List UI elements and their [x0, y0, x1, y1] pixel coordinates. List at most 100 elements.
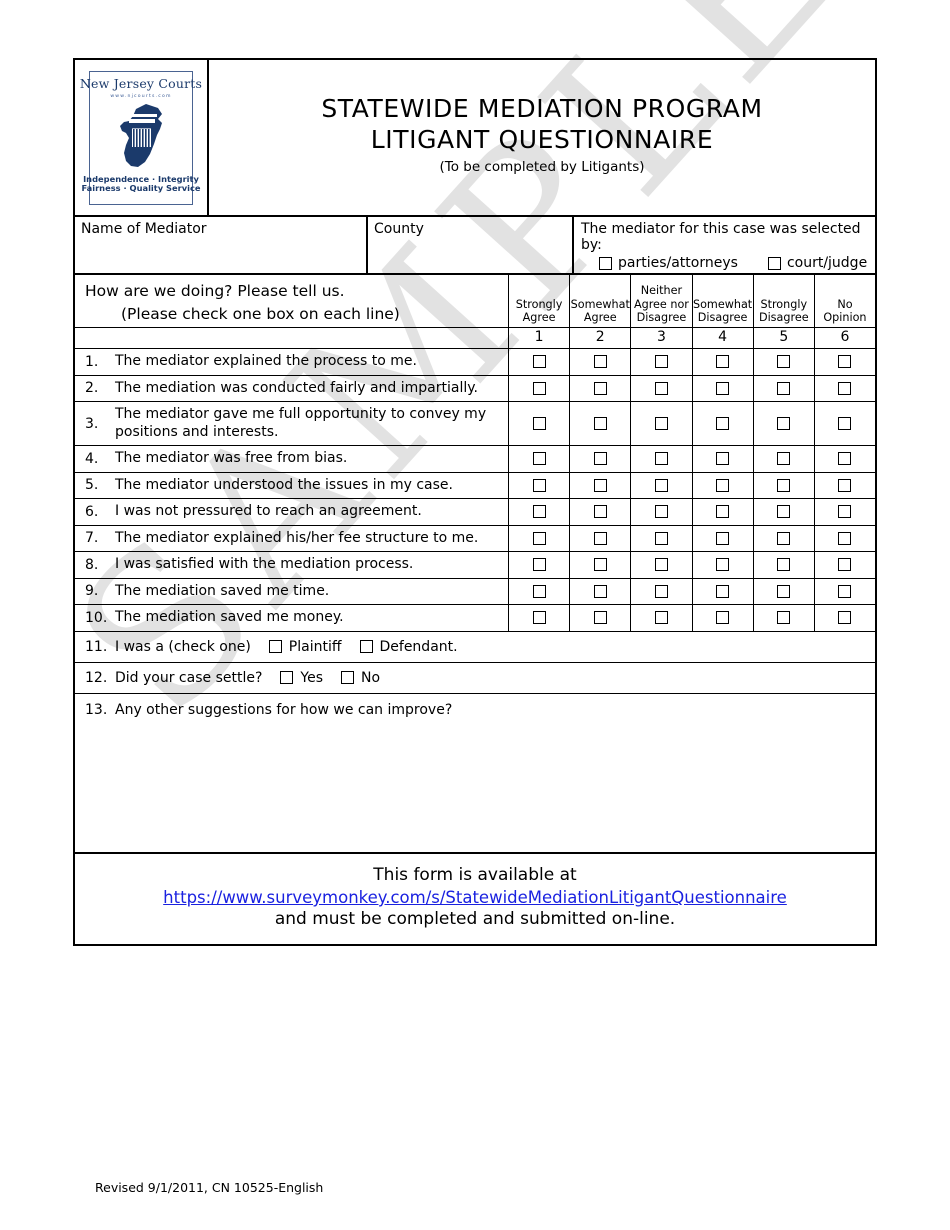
question-checkbox-cell[interactable]: [693, 349, 754, 375]
checkbox-icon[interactable]: [777, 355, 791, 369]
checkbox-icon[interactable]: [716, 381, 730, 395]
question-checkbox-cell[interactable]: [815, 552, 875, 578]
checkbox-icon[interactable]: [359, 640, 373, 653]
question-checkbox-cell[interactable]: [631, 349, 693, 375]
question-11-option-defendant[interactable]: Defendant.: [359, 639, 458, 655]
question-checkbox-cell[interactable]: [693, 552, 754, 578]
question-checkbox-cell[interactable]: [509, 472, 571, 498]
checkbox-icon[interactable]: [593, 478, 607, 492]
checkbox-icon[interactable]: [654, 558, 668, 572]
county-field[interactable]: County: [368, 217, 574, 273]
checkbox-icon[interactable]: [716, 584, 730, 598]
checkbox-icon[interactable]: [593, 417, 607, 430]
checkbox-icon[interactable]: [593, 531, 607, 545]
question-checkbox-cell[interactable]: [570, 552, 632, 578]
question-checkbox-cell[interactable]: [509, 525, 571, 551]
survey-url-link[interactable]: https://www.surveymonkey.com/s/Statewide…: [163, 888, 787, 907]
question-checkbox-cell[interactable]: [570, 375, 632, 401]
question-checkbox-cell[interactable]: [570, 525, 632, 551]
question-checkbox-cell[interactable]: [815, 526, 875, 552]
checkbox-icon[interactable]: [593, 558, 607, 572]
question-checkbox-cell[interactable]: [815, 605, 875, 631]
question-checkbox-cell[interactable]: [754, 552, 815, 578]
question-checkbox-cell[interactable]: [693, 578, 754, 604]
question-checkbox-cell[interactable]: [509, 552, 571, 578]
question-checkbox-cell[interactable]: [754, 349, 815, 375]
question-checkbox-cell[interactable]: [815, 473, 875, 499]
question-12-option-no[interactable]: No: [341, 670, 380, 686]
checkbox-icon[interactable]: [767, 256, 781, 270]
question-checkbox-cell[interactable]: [509, 349, 571, 375]
question-checkbox-cell[interactable]: [815, 349, 875, 375]
question-checkbox-cell[interactable]: [754, 446, 815, 472]
question-checkbox-cell[interactable]: [754, 402, 815, 445]
question-checkbox-cell[interactable]: [570, 472, 632, 498]
question-checkbox-cell[interactable]: [631, 499, 693, 525]
checkbox-icon[interactable]: [716, 611, 730, 625]
question-12-option-yes[interactable]: Yes: [280, 670, 323, 686]
checkbox-icon[interactable]: [838, 531, 852, 545]
checkbox-icon[interactable]: [532, 381, 546, 395]
checkbox-icon[interactable]: [777, 381, 791, 395]
checkbox-icon[interactable]: [838, 381, 852, 395]
selected-by-option-court[interactable]: court/judge: [767, 255, 867, 271]
checkbox-icon[interactable]: [532, 558, 546, 572]
checkbox-icon[interactable]: [654, 584, 668, 598]
checkbox-icon[interactable]: [716, 478, 730, 492]
question-checkbox-cell[interactable]: [693, 375, 754, 401]
checkbox-icon[interactable]: [532, 531, 546, 545]
question-checkbox-cell[interactable]: [754, 525, 815, 551]
checkbox-icon[interactable]: [777, 558, 791, 572]
question-checkbox-cell[interactable]: [570, 349, 632, 375]
question-checkbox-cell[interactable]: [754, 472, 815, 498]
checkbox-icon[interactable]: [280, 671, 294, 684]
checkbox-icon[interactable]: [838, 478, 852, 492]
question-checkbox-cell[interactable]: [693, 499, 754, 525]
checkbox-icon[interactable]: [777, 452, 791, 466]
checkbox-icon[interactable]: [716, 558, 730, 572]
question-checkbox-cell[interactable]: [570, 605, 632, 631]
checkbox-icon[interactable]: [716, 531, 730, 545]
question-checkbox-cell[interactable]: [754, 578, 815, 604]
checkbox-icon[interactable]: [716, 355, 730, 369]
checkbox-icon[interactable]: [777, 505, 791, 519]
question-checkbox-cell[interactable]: [693, 402, 754, 445]
checkbox-icon[interactable]: [777, 478, 791, 492]
checkbox-icon[interactable]: [716, 417, 730, 430]
question-checkbox-cell[interactable]: [570, 499, 632, 525]
checkbox-icon[interactable]: [654, 452, 668, 466]
checkbox-icon[interactable]: [341, 671, 354, 684]
checkbox-icon[interactable]: [654, 611, 668, 625]
checkbox-icon[interactable]: [838, 584, 852, 598]
checkbox-icon[interactable]: [777, 417, 791, 430]
checkbox-icon[interactable]: [716, 505, 730, 519]
question-checkbox-cell[interactable]: [509, 402, 571, 445]
question-checkbox-cell[interactable]: [631, 605, 693, 631]
question-checkbox-cell[interactable]: [754, 499, 815, 525]
checkbox-icon[interactable]: [654, 381, 668, 395]
checkbox-icon[interactable]: [593, 505, 607, 519]
question-checkbox-cell[interactable]: [570, 402, 632, 445]
question-checkbox-cell[interactable]: [631, 552, 693, 578]
checkbox-icon[interactable]: [838, 452, 852, 466]
checkbox-icon[interactable]: [532, 417, 546, 430]
question-checkbox-cell[interactable]: [693, 446, 754, 472]
checkbox-icon[interactable]: [593, 381, 607, 395]
question-checkbox-cell[interactable]: [509, 375, 571, 401]
question-checkbox-cell[interactable]: [815, 402, 875, 445]
checkbox-icon[interactable]: [654, 505, 668, 519]
question-checkbox-cell[interactable]: [815, 499, 875, 525]
question-checkbox-cell[interactable]: [631, 446, 693, 472]
question-checkbox-cell[interactable]: [693, 525, 754, 551]
checkbox-icon[interactable]: [532, 452, 546, 466]
checkbox-icon[interactable]: [532, 355, 546, 369]
checkbox-icon[interactable]: [838, 505, 852, 519]
checkbox-icon[interactable]: [268, 640, 282, 653]
checkbox-icon[interactable]: [532, 611, 546, 625]
checkbox-icon[interactable]: [593, 584, 607, 598]
question-checkbox-cell[interactable]: [754, 375, 815, 401]
question-checkbox-cell[interactable]: [631, 525, 693, 551]
checkbox-icon[interactable]: [838, 558, 852, 572]
checkbox-icon[interactable]: [532, 505, 546, 519]
question-checkbox-cell[interactable]: [815, 446, 875, 472]
